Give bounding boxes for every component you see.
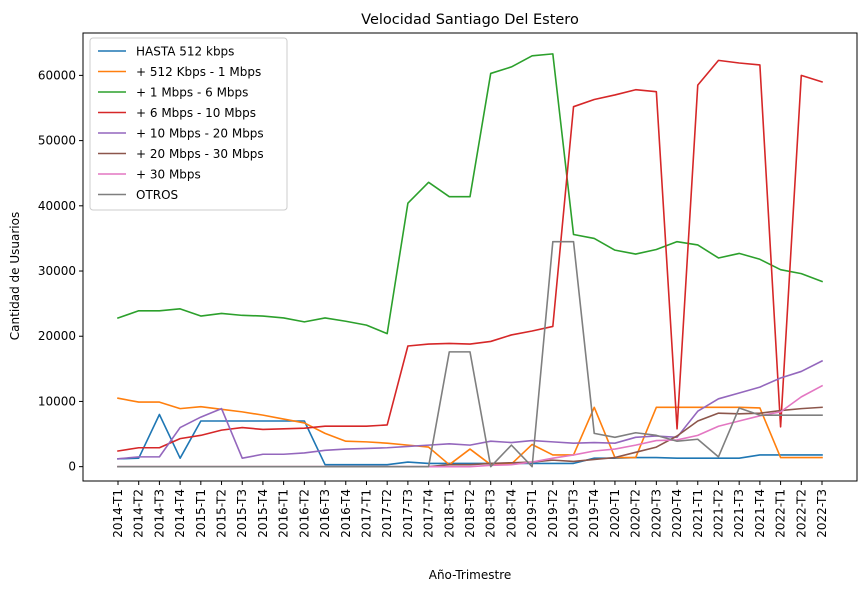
y-tick-label: 10000 — [38, 394, 76, 408]
legend: HASTA 512 kbps + 512 Kbps - 1 Mbps + 1 Mbp… — [89, 37, 288, 211]
chart-title: Velocidad Santiago Del Estero — [361, 12, 579, 28]
x-tick-label: 2015-T3 — [235, 489, 249, 538]
x-tick-label: 2015-T4 — [256, 489, 270, 538]
legend-box — [89, 37, 288, 211]
x-tick-label: 2019-T3 — [567, 489, 581, 538]
x-tick-label: 2014-T3 — [152, 489, 166, 538]
y-tick-label: 0 — [68, 460, 76, 474]
legend-label-2: + 512 Kbps - 1 Mbps — [136, 65, 261, 79]
y-tick-label: 40000 — [38, 199, 76, 213]
y-tick-label: 20000 — [38, 329, 76, 343]
x-tick-label: 2021-T2 — [711, 489, 725, 538]
x-tick-label: 2015-T1 — [194, 489, 208, 538]
x-tick-label: 2018-T2 — [463, 489, 477, 538]
y-axis: 0 10000 20000 30000 40000 50000 60000 — [38, 68, 83, 474]
x-axis: 2014-T1 2014-T2 2014-T3 2014-T4 2015-T1 2015-… — [111, 481, 829, 538]
legend-label-1: HASTA 512 kbps — [136, 45, 234, 59]
x-tick-label: 2019-T1 — [525, 489, 539, 538]
x-tick-label: 2022-T2 — [794, 489, 808, 538]
series-line-5 — [117, 359, 824, 460]
x-tick-label: 2018-T3 — [484, 489, 498, 538]
x-tick-label: 2021-T4 — [753, 489, 767, 538]
x-tick-label: 2016-T1 — [277, 489, 291, 538]
y-tick-label: 30000 — [38, 264, 76, 278]
series-line-8 — [117, 240, 823, 468]
series-line-3 — [116, 53, 824, 335]
series-line-1 — [117, 413, 823, 466]
y-tick-label: 60000 — [38, 68, 76, 82]
x-tick-label: 2017-T1 — [359, 489, 373, 538]
x-tick-label: 2017-T2 — [380, 489, 394, 538]
x-tick-label: 2016-T4 — [339, 489, 353, 538]
x-tick-label: 2020-T4 — [670, 489, 684, 538]
legend-label-3: + 1 Mbps - 6 Mbps — [136, 86, 248, 100]
x-tick-label: 2017-T4 — [422, 489, 436, 538]
x-tick-label: 2018-T4 — [504, 489, 518, 538]
x-tick-label: 2019-T4 — [587, 489, 601, 538]
legend-label-7: + 30 Mbps — [136, 168, 201, 182]
x-tick-label: 2021-T3 — [732, 489, 746, 538]
legend-label-8: OTROS — [136, 188, 178, 202]
x-tick-label: 2014-T2 — [132, 489, 146, 538]
x-tick-label: 2014-T4 — [173, 489, 187, 538]
legend-label-6: + 20 Mbps - 30 Mbps — [136, 147, 264, 161]
x-tick-label: 2018-T1 — [442, 489, 456, 538]
x-tick-label: 2014-T1 — [111, 489, 125, 538]
x-tick-label: 2019-T2 — [546, 489, 560, 538]
x-tick-label: 2015-T2 — [215, 489, 229, 538]
legend-label-5: + 10 Mbps - 20 Mbps — [136, 127, 264, 141]
series-line-4 — [117, 59, 824, 452]
x-tick-label: 2022-T1 — [774, 489, 788, 538]
x-tick-label: 2022-T3 — [815, 489, 829, 538]
x-tick-label: 2016-T3 — [318, 489, 332, 538]
plot-area — [82, 32, 858, 482]
x-tick-label: 2017-T3 — [401, 489, 415, 538]
legend-label-4: + 6 Mbps - 10 Mbps — [136, 106, 256, 120]
x-tick-label: 2021-T1 — [691, 489, 705, 538]
x-tick-label: 2020-T3 — [649, 489, 663, 538]
x-axis-label: Año-Trimestre — [429, 568, 512, 582]
y-tick-label: 50000 — [38, 134, 76, 148]
x-tick-label: 2020-T1 — [608, 489, 622, 538]
y-axis-label: Cantidad de Usuarios — [8, 212, 22, 340]
x-tick-label: 2016-T2 — [297, 489, 311, 538]
x-tick-label: 2020-T2 — [629, 489, 643, 538]
